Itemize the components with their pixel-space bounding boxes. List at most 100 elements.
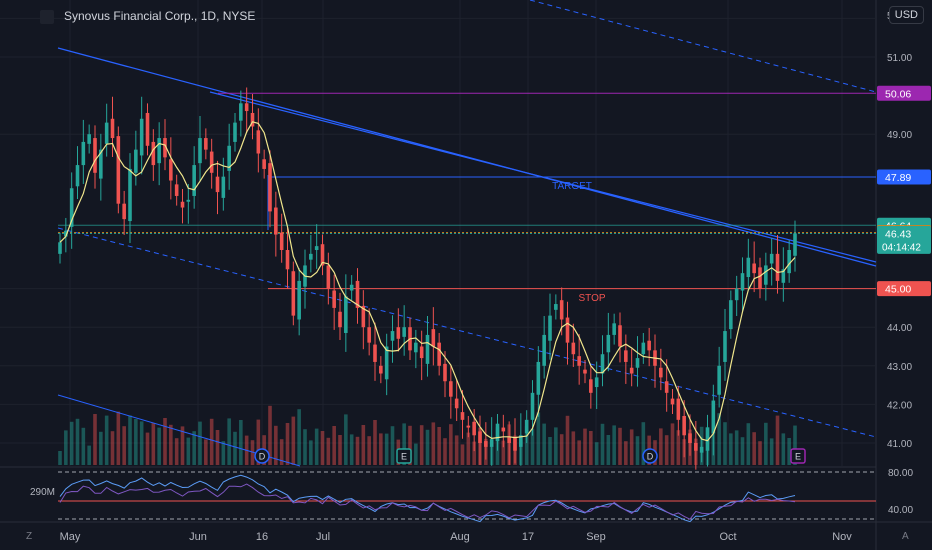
candle-body: [209, 151, 214, 173]
volume-bar: [361, 425, 366, 465]
volume-bar: [169, 424, 173, 465]
volume-bar: [443, 438, 447, 465]
candle-body: [618, 325, 622, 347]
candle-body: [495, 423, 500, 442]
volume-bar: [548, 437, 552, 465]
time-tick-label: Oct: [719, 531, 736, 543]
volume-bar: [355, 436, 360, 465]
candle-body: [466, 425, 471, 428]
volume-bar: [64, 430, 68, 465]
rsi-signal-line: [59, 483, 796, 520]
stop-label: STOP: [578, 293, 605, 304]
volume-bar: [618, 427, 622, 465]
dividend-marker: [642, 448, 658, 464]
candle-body: [174, 184, 179, 196]
volume-bar: [384, 433, 389, 465]
candle-body: [204, 138, 208, 150]
volume-bar: [344, 414, 348, 465]
price-badge: [877, 85, 931, 101]
auto-scale-toggle[interactable]: A: [902, 531, 909, 542]
volume-bar: [612, 425, 616, 465]
volume-bar: [536, 412, 541, 465]
candle-body: [460, 412, 465, 420]
volume-bar: [676, 430, 681, 465]
candle-body: [443, 363, 447, 382]
volume-bar: [116, 411, 121, 465]
volume-bar: [402, 423, 406, 465]
candle-body: [758, 267, 762, 289]
volume-bar: [180, 426, 185, 465]
earnings-marker: [790, 448, 806, 464]
target-label: TARGET: [552, 181, 592, 192]
candle-body: [169, 159, 173, 181]
time-tick-label: 17: [522, 531, 534, 543]
volume-bar: [268, 405, 272, 465]
volume-bar: [81, 427, 86, 465]
dividend-marker: [254, 448, 270, 464]
candle-body: [612, 323, 616, 335]
candle-body: [233, 122, 237, 142]
candle-body: [157, 138, 161, 164]
volume-bar: [379, 433, 383, 465]
candle-body: [361, 305, 366, 328]
trend-line-dashed-top: [529, 0, 877, 93]
candle-body: [198, 138, 202, 164]
volume-bar: [431, 422, 436, 465]
candle-body: [326, 265, 331, 289]
price-tick-label: 41.00: [887, 439, 912, 450]
volume-bar: [209, 418, 214, 465]
volume-bar: [781, 433, 786, 465]
candle-body: [659, 367, 663, 378]
volume-bar: [414, 443, 418, 465]
volume-bar: [390, 426, 395, 465]
symbol-logo-icon: [40, 10, 54, 24]
volume-bar: [279, 439, 284, 465]
volume-bar: [309, 440, 313, 465]
volume-bar: [577, 440, 581, 465]
candle-body: [548, 315, 552, 341]
volume-bar: [198, 421, 202, 465]
candle-body: [87, 134, 91, 144]
volume-bar: [332, 426, 336, 465]
volume-bar: [752, 432, 756, 465]
candle-body: [647, 340, 651, 351]
volume-bar: [530, 428, 535, 465]
volume-bar: [635, 436, 640, 465]
volume-bar: [110, 431, 115, 465]
candle-body: [472, 421, 476, 436]
candle-body: [139, 118, 144, 156]
candle-body: [186, 199, 191, 202]
candle-body: [484, 441, 488, 447]
annotations: TARGET STOP: [552, 181, 606, 304]
volume-bar: [99, 431, 103, 465]
candle-body: [425, 334, 430, 364]
volume-bar: [472, 441, 476, 465]
volume-bar: [227, 418, 231, 465]
time-axis: May Jun 16 Jul Aug 17 Sep Oct Nov: [60, 531, 853, 543]
candle-body: [419, 346, 424, 359]
currency-button[interactable]: USD: [888, 6, 924, 24]
candle-body: [705, 427, 710, 451]
candle-body: [699, 446, 704, 453]
candle-body: [781, 269, 786, 283]
timezone-toggle[interactable]: Z: [26, 531, 33, 542]
volume-bar: [320, 431, 325, 465]
volume-bar: [186, 437, 191, 465]
candle-body: [764, 265, 768, 285]
volume-bar: [174, 438, 179, 465]
volume-bar: [606, 435, 611, 465]
candle-body: [338, 311, 342, 328]
candle-body: [606, 334, 611, 353]
volume-bar: [134, 419, 138, 465]
candle-body: [600, 354, 605, 374]
candle-body: [711, 400, 716, 434]
volume-bar: [769, 438, 774, 465]
price-tick-label: 49.00: [887, 130, 912, 141]
time-tick-label: Sep: [586, 531, 606, 543]
candles: [58, 87, 797, 470]
time-tick-label: Jul: [316, 531, 330, 543]
volume-bar: [583, 428, 587, 465]
candle-body: [694, 443, 698, 451]
price-tick-label: 51.00: [887, 53, 912, 64]
